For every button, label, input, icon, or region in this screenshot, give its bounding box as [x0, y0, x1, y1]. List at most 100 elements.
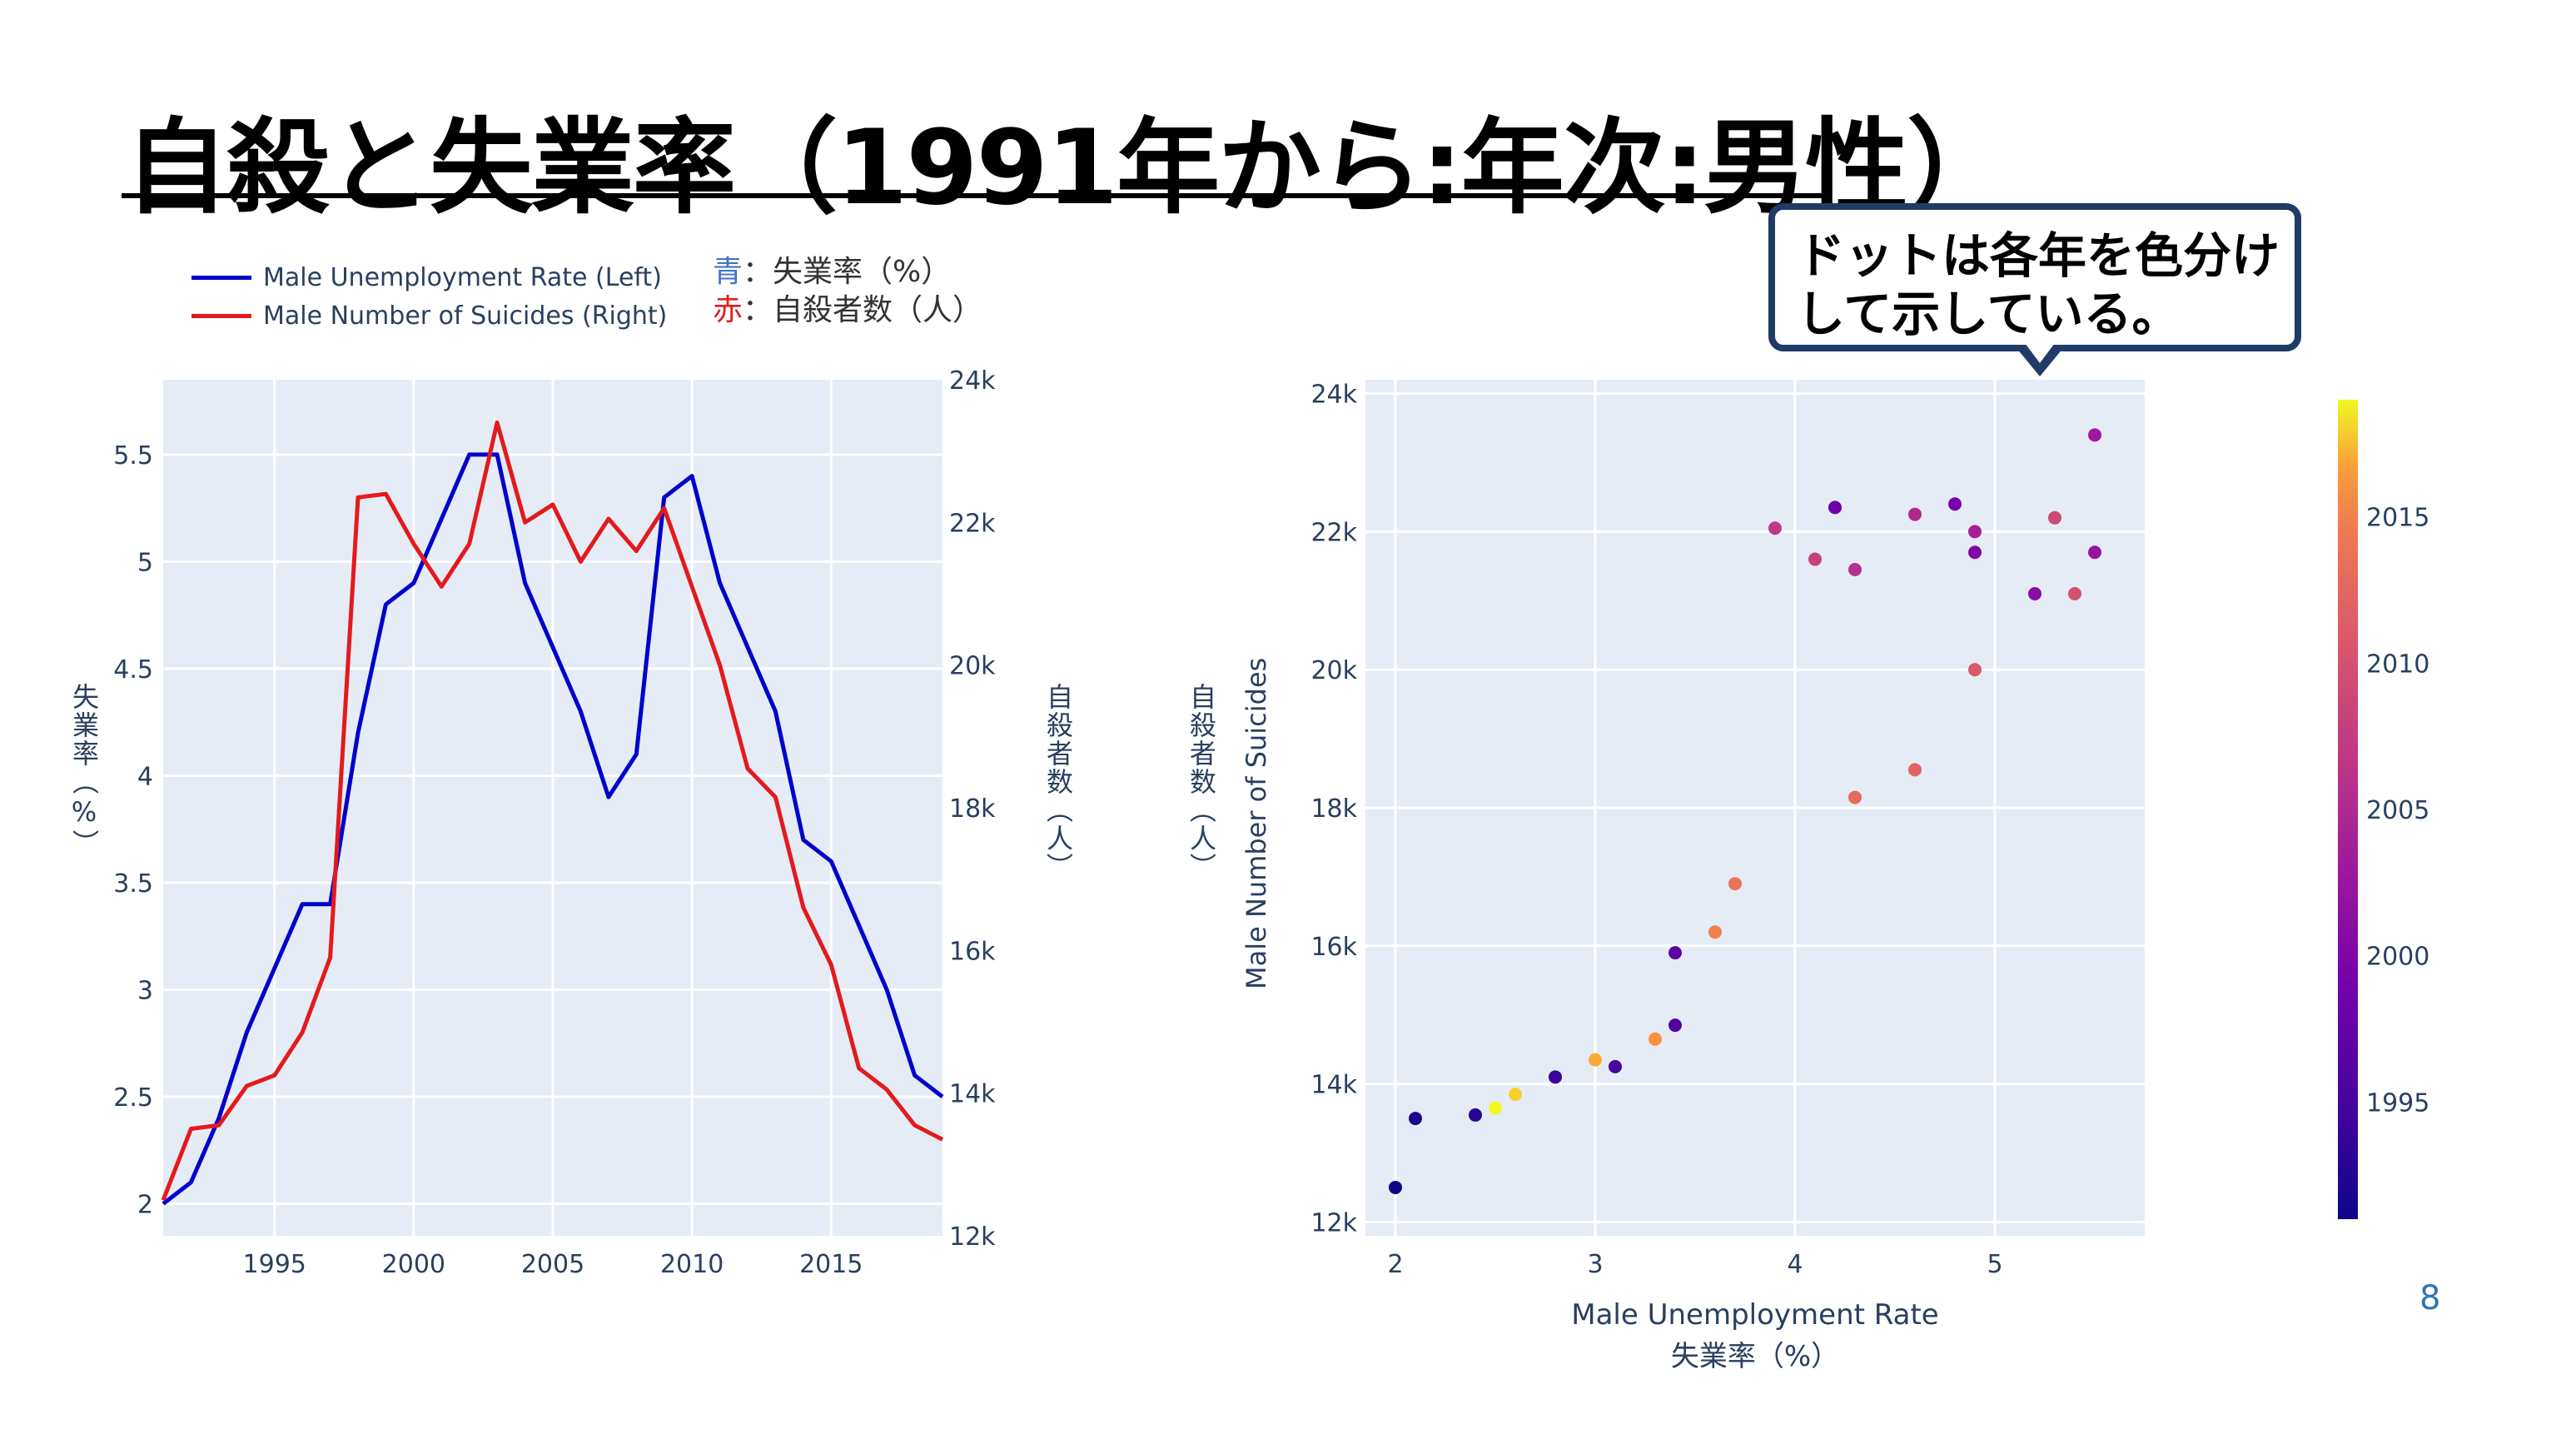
colorbar-tick-label: 2010: [2366, 650, 2429, 679]
scatter-point[interactable]: [1828, 500, 1842, 515]
scatter-point[interactable]: [1808, 552, 1822, 566]
scatter-ticks: 2 3 4 5 12k 14k 16k 18k 20k 22k 24k: [1310, 381, 2002, 1279]
scatter-x-tick-label: 3: [1587, 1250, 1603, 1279]
scatter-point[interactable]: [1389, 1180, 1402, 1194]
left-y-tick-label: 4: [137, 762, 153, 791]
note-red-text: ：自殺者数（人）: [743, 293, 983, 327]
x-tick-label: 2015: [799, 1250, 863, 1279]
line-chart: 1995 2000 2005 2010 2015 2 2.5 3 3.5 4 4.5 5 5.5 12k 1…: [113, 366, 996, 1279]
legend-label-suicides: Male Number of Suicides (Right): [263, 301, 668, 331]
colorbar-tick-label: 2005: [2366, 796, 2429, 825]
note-red-line: 赤：自殺者数（人）: [713, 291, 982, 330]
left-y-tick-label: 3.5: [113, 869, 153, 899]
line-chart-ticks: 1995 2000 2005 2010 2015 2 2.5 3 3.5 4 4.5 5 5.5 12k 1…: [113, 366, 996, 1279]
scatter-y-tick-label: 18k: [1310, 794, 1357, 824]
x-tick-label: 1995: [243, 1250, 306, 1279]
legend-swatch-suicides: [191, 313, 251, 318]
scatter-x-title: Male Unemployment Rate: [1571, 1298, 1938, 1332]
scatter-point[interactable]: [1489, 1101, 1502, 1115]
right-y-tick-label: 16k: [949, 937, 996, 966]
left-y-tick-label: 2: [137, 1190, 153, 1219]
left-y-tick-label: 5: [137, 548, 153, 577]
note-blue-prefix: 青: [713, 255, 743, 289]
chart-legend: Male Unemployment Rate (Left) Male Numbe…: [191, 258, 667, 335]
scatter-point[interactable]: [1848, 790, 1862, 804]
scatter-point[interactable]: [1549, 1070, 1562, 1084]
scatter-x-title-jp: 失業率（%）: [1671, 1340, 1839, 1373]
colorbar-tick-label: 2015: [2366, 504, 2429, 533]
scatter-points: [1389, 428, 2101, 1194]
legend-item-suicides[interactable]: Male Number of Suicides (Right): [191, 296, 667, 335]
right-y-tick-label: 18k: [949, 794, 996, 824]
scatter-point[interactable]: [1908, 763, 1922, 777]
scatter-point[interactable]: [1649, 1032, 1662, 1046]
scatter-point[interactable]: [1848, 562, 1862, 576]
scatter-point[interactable]: [2048, 510, 2061, 525]
colorbar-tick-label: 1995: [2366, 1088, 2429, 1118]
x-tick-label: 2000: [382, 1250, 445, 1279]
callout-line-2: して示している。: [1797, 286, 2181, 342]
left-y-tick-label: 3: [137, 976, 153, 1005]
scatter-point[interactable]: [1589, 1053, 1602, 1067]
scatter-point[interactable]: [1728, 877, 1742, 891]
unemployment-line: [162, 452, 944, 1206]
colorbar-ticks: 1995 2000 2005 2010 2015: [2366, 504, 2429, 1118]
scatter-point[interactable]: [1668, 1018, 1682, 1033]
page-number: 8: [2419, 1279, 2441, 1317]
scatter-point[interactable]: [2068, 587, 2081, 600]
scatter-y-title-jp: 自殺者数（人）: [1186, 683, 1217, 881]
scatter-x-tick-label: 5: [1987, 1250, 2002, 1279]
left-y-tick-label: 5.5: [113, 441, 153, 471]
right-axis-title: 自殺者数（人）: [1042, 683, 1074, 881]
left-axis-title: 失業率（%）: [68, 683, 100, 858]
callout-tail-inner: [2025, 343, 2055, 363]
right-y-tick-label: 14k: [949, 1080, 996, 1109]
scatter-point[interactable]: [1948, 497, 1962, 511]
scatter-y-title: Male Number of Suicides: [1241, 657, 1272, 989]
note-blue-text: ：失業率（%）: [743, 255, 952, 289]
callout-box: ドットは各年を色分け して示している。: [1768, 203, 2301, 351]
scatter-point[interactable]: [1968, 663, 1982, 677]
colorbar: [2338, 400, 2358, 1219]
legend-item-unemployment[interactable]: Male Unemployment Rate (Left): [191, 258, 667, 296]
note-red-prefix: 赤: [713, 293, 743, 327]
scatter-y-tick-label: 24k: [1310, 381, 1357, 410]
scatter-y-tick-label: 16k: [1310, 933, 1357, 962]
scatter-point[interactable]: [2028, 587, 2041, 600]
scatter-point[interactable]: [2088, 545, 2101, 560]
scatter-point[interactable]: [2088, 428, 2101, 442]
scatter-point[interactable]: [1609, 1059, 1622, 1073]
x-tick-label: 2010: [660, 1250, 724, 1279]
left-y-tick-label: 4.5: [113, 655, 153, 685]
scatter-y-tick-label: 12k: [1310, 1208, 1357, 1237]
scatter-point[interactable]: [1968, 525, 1982, 539]
right-y-tick-label: 24k: [949, 366, 996, 396]
scatter-x-tick-label: 2: [1387, 1250, 1403, 1279]
scatter-grid: [1365, 380, 2145, 1236]
scatter-x-tick-label: 4: [1787, 1250, 1803, 1279]
legend-label-unemployment: Male Unemployment Rate (Left): [263, 262, 662, 292]
scatter-point[interactable]: [1968, 545, 1982, 560]
scatter-plot-bg: [1365, 380, 2145, 1236]
scatter-point[interactable]: [1668, 946, 1682, 960]
right-y-tick-label: 22k: [949, 509, 996, 538]
scatter-y-tick-label: 22k: [1310, 518, 1357, 547]
scatter-point[interactable]: [1908, 507, 1922, 521]
scatter-point[interactable]: [1768, 521, 1782, 535]
line-chart-series: [161, 420, 944, 1206]
scatter-point[interactable]: [1469, 1108, 1482, 1122]
right-y-tick-label: 12k: [949, 1222, 996, 1252]
scatter-point[interactable]: [1409, 1112, 1422, 1126]
scatter-point[interactable]: [1708, 925, 1722, 939]
scatter-y-tick-label: 20k: [1310, 656, 1357, 685]
left-y-tick-label: 2.5: [113, 1083, 153, 1113]
colorbar-tick-label: 2000: [2366, 943, 2429, 972]
note-blue-line: 青：失業率（%）: [713, 253, 982, 291]
scatter-point[interactable]: [1509, 1088, 1522, 1102]
suicides-line: [161, 420, 944, 1202]
scatter-y-tick-label: 14k: [1310, 1071, 1357, 1100]
color-note: 青：失業率（%） 赤：自殺者数（人）: [713, 253, 982, 330]
callout-line-1: ドットは各年を色分け: [1797, 227, 2280, 284]
x-tick-label: 2005: [521, 1250, 584, 1279]
page-title: 自殺と失業率（1991年から:年次:男性）: [125, 108, 2010, 228]
